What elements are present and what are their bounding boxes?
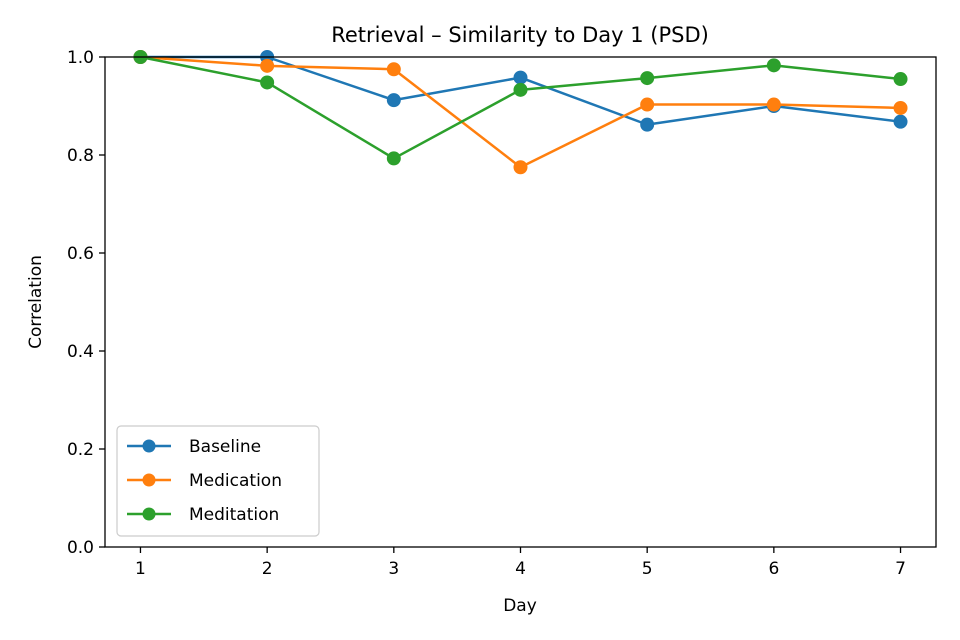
- data-point: [513, 82, 528, 97]
- data-point: [260, 75, 275, 90]
- data-point: [260, 58, 275, 73]
- legend-label: Medication: [189, 471, 282, 491]
- y-tick-label: 0.6: [67, 244, 94, 264]
- legend-item-meditation: Meditation: [127, 505, 279, 525]
- axes: 1 2 3 4 5 6 7 0.0 0.2 0.4 0.6 0.8 1.0: [67, 48, 937, 579]
- legend-box: [116, 425, 320, 537]
- x-tick-label: 6: [768, 559, 779, 579]
- data-point: [766, 97, 781, 112]
- y-tick-label: 0.0: [67, 538, 94, 558]
- series-meditation: [133, 50, 908, 166]
- legend-marker: [142, 439, 156, 453]
- y-axis-label: Correlation: [26, 255, 46, 349]
- data-point: [893, 114, 908, 129]
- data-point: [640, 117, 655, 132]
- chart-title: Retrieval – Similarity to Day 1 (PSD): [331, 23, 709, 47]
- data-point: [640, 71, 655, 86]
- y-tick-label: 0.4: [67, 342, 94, 362]
- series-medication: [133, 50, 908, 175]
- x-tick-label: 1: [135, 559, 146, 579]
- legend-label: Baseline: [189, 437, 261, 457]
- data-point: [513, 160, 528, 175]
- legend-marker: [142, 473, 156, 487]
- data-point: [513, 70, 528, 85]
- data-point: [386, 151, 401, 166]
- x-tick-label: 4: [515, 559, 526, 579]
- data-point: [766, 58, 781, 73]
- data-point: [640, 97, 655, 112]
- data-point: [893, 100, 908, 115]
- data-point: [386, 62, 401, 77]
- plot-area: [133, 50, 908, 175]
- x-tick-label: 2: [262, 559, 273, 579]
- legend-item-medication: Medication: [127, 471, 282, 491]
- x-tick-label: 5: [642, 559, 653, 579]
- legend: Baseline Medication Meditation: [116, 425, 320, 537]
- legend-item-baseline: Baseline: [127, 437, 261, 457]
- x-tick-label: 7: [895, 559, 906, 579]
- y-tick-label: 0.8: [67, 146, 94, 166]
- legend-label: Meditation: [189, 505, 279, 525]
- x-tick-label: 3: [388, 559, 399, 579]
- y-tick-label: 0.2: [67, 440, 94, 460]
- x-axis-label: Day: [503, 596, 537, 616]
- data-point: [386, 93, 401, 108]
- y-tick-label: 1.0: [67, 48, 94, 68]
- data-point: [893, 72, 908, 87]
- legend-marker: [142, 507, 156, 521]
